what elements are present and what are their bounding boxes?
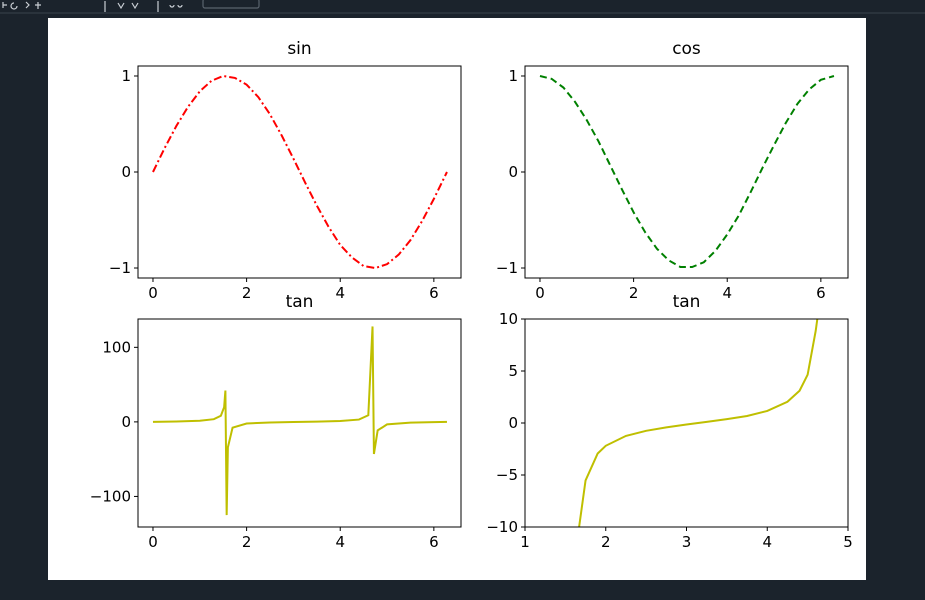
toolbar-icon	[2, 1, 41, 10]
toolbar	[0, 0, 925, 13]
line-series	[152, 74, 448, 270]
x-tick-label: 1	[520, 533, 530, 551]
toolbar-icons	[2, 0, 260, 12]
toolbar-input[interactable]	[202, 0, 260, 9]
axes-background	[525, 319, 848, 527]
y-tick-label: 1	[508, 67, 518, 85]
line-series	[152, 326, 447, 516]
y-tick-label: −10	[486, 518, 518, 536]
axes-title: tan	[673, 292, 701, 312]
x-tick-label: 2	[601, 533, 611, 551]
x-tick-label: 3	[682, 533, 692, 551]
x-tick-label: 4	[762, 533, 772, 551]
axes-title: sin	[287, 39, 311, 59]
x-tick-label: 2	[242, 284, 252, 302]
y-tick-label: −5	[496, 466, 518, 484]
y-tick-label: 10	[499, 310, 518, 328]
toolbar-icon	[104, 1, 183, 12]
x-tick-label: 4	[335, 533, 345, 551]
y-tick-label: 100	[102, 338, 131, 356]
y-tick-label: 0	[121, 413, 131, 431]
y-tick-label: −1	[109, 259, 131, 277]
x-tick-label: 0	[148, 284, 158, 302]
x-tick-label: 0	[535, 284, 545, 302]
x-tick-label: 0	[148, 533, 158, 551]
y-tick-label: 0	[121, 163, 131, 181]
y-tick-label: 5	[508, 362, 518, 380]
x-tick-label: 2	[242, 533, 252, 551]
x-tick-label: 5	[843, 533, 853, 551]
y-tick-label: 0	[508, 163, 518, 181]
line-series	[578, 319, 819, 527]
y-tick-label: −1	[496, 259, 518, 277]
x-tick-label: 6	[816, 284, 826, 302]
x-tick-label: 6	[429, 533, 439, 551]
x-tick-label: 4	[335, 284, 345, 302]
axes-title: cos	[672, 39, 701, 59]
axes-frame	[137, 318, 462, 528]
line-series	[539, 75, 835, 269]
axes-title: tan	[286, 292, 314, 312]
y-tick-label: 0	[508, 414, 518, 432]
y-tick-label: −100	[90, 487, 131, 505]
axes-background	[138, 66, 461, 278]
axes-background	[525, 66, 848, 278]
y-tick-label: 1	[121, 67, 131, 85]
x-tick-label: 4	[722, 284, 732, 302]
x-tick-label: 2	[629, 284, 639, 302]
x-tick-label: 6	[429, 284, 439, 302]
